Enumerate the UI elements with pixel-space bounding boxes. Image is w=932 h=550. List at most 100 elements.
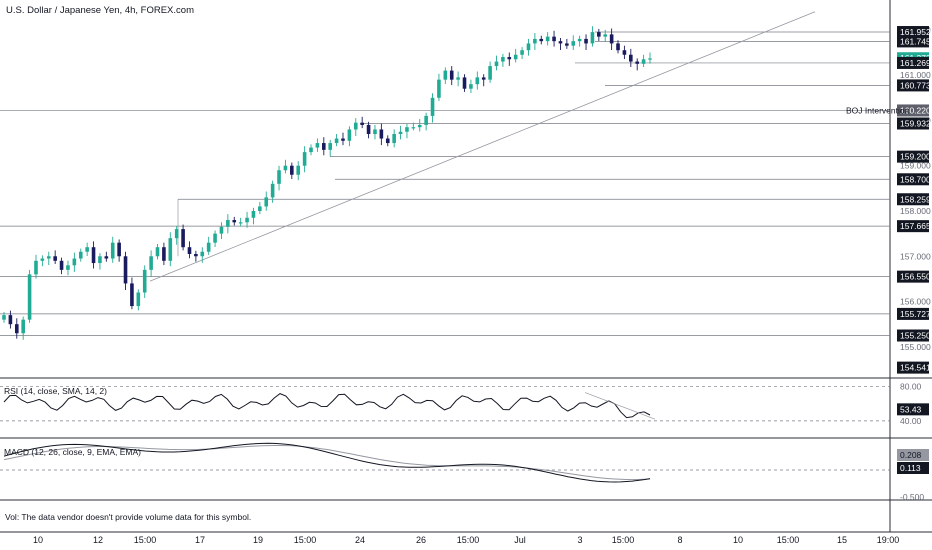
candle-body [85, 247, 89, 252]
level-label-text: 154.541 [900, 363, 931, 373]
candle-body [507, 57, 512, 60]
candle-body [309, 147, 313, 153]
candle-body [609, 34, 614, 44]
candle-body [501, 57, 505, 62]
candle-body [258, 206, 262, 211]
candle-body [533, 38, 537, 44]
candle-body [53, 256, 57, 261]
candle-body [648, 58, 652, 60]
candle-body [545, 36, 550, 42]
candle-body [385, 138, 390, 144]
candle-body [21, 319, 25, 334]
candle-body [155, 247, 160, 257]
candle-body [526, 43, 531, 51]
time-tick: 19:00 [877, 535, 900, 545]
rsi-panel: 80.00 40.00 53.43 [0, 382, 929, 426]
candle-body [334, 138, 339, 144]
candle-body [213, 233, 217, 243]
candle-body [187, 247, 192, 254]
time-tick: Jul [514, 535, 526, 545]
candle-body [469, 84, 473, 89]
boj-intervention-label: BOJ Intervention [846, 105, 910, 115]
rsi-value-text: 53.43 [900, 404, 922, 414]
candles [2, 26, 652, 340]
candle-body [449, 70, 454, 80]
candle-body [277, 170, 281, 184]
candle-body [117, 242, 121, 257]
panel-separators [0, 0, 932, 533]
price-tick: 159.000 [900, 161, 931, 171]
level-label-box [897, 193, 929, 206]
candle-body [603, 34, 608, 37]
symbol-title: U.S. Dollar / Japanese Yen, 4h, FOREX.co… [6, 5, 194, 16]
volume-note: Vol: The data vendor doesn't provide vol… [5, 512, 252, 522]
candle-body [27, 274, 32, 320]
candle-body [488, 66, 492, 80]
candle-body [245, 217, 249, 223]
price-level-lines [0, 31, 890, 336]
candle-body [2, 315, 6, 320]
time-tick: 8 [677, 535, 682, 545]
candle-body [353, 122, 358, 130]
rsi-trendline [584, 392, 656, 420]
candle-body [398, 131, 403, 134]
candle-body [232, 220, 237, 223]
candle-body [443, 70, 448, 80]
candle-body [8, 315, 13, 325]
level-label-box [897, 150, 929, 163]
level-label-text: 161.269 [900, 58, 931, 68]
candle-body [72, 258, 77, 266]
rsi-value-box [897, 403, 929, 416]
time-tick: 15 [837, 535, 847, 545]
level-label-box [897, 329, 929, 342]
candle-body [98, 256, 102, 264]
candle-body [360, 122, 364, 125]
rsi-line [3, 393, 651, 419]
level-label-box [897, 220, 929, 233]
macd-line [3, 442, 651, 483]
price-tick: 157.000 [900, 251, 931, 261]
candle-body [206, 242, 211, 252]
candle-body [104, 256, 109, 259]
candle-body [635, 61, 640, 64]
candle-body [296, 165, 301, 175]
time-tick: 15:00 [134, 535, 157, 545]
candle-body [475, 77, 480, 85]
level-label-box [897, 361, 929, 374]
candle-body [590, 32, 595, 44]
candle-body [110, 242, 115, 259]
candle-body [46, 256, 51, 259]
time-tick: 24 [355, 535, 365, 545]
candle-body [270, 183, 275, 198]
candle-body [437, 79, 441, 98]
candle-body [616, 43, 620, 51]
candle-body [405, 127, 409, 132]
candle-body [584, 38, 588, 44]
level-label-text: 156.550 [900, 272, 931, 282]
level-label-box [897, 117, 929, 130]
candle-body [66, 265, 70, 270]
macd-panel: 0.208 0.113 -0.500 [0, 442, 929, 502]
level-label-text: 161.745 [900, 36, 931, 46]
candle-body [136, 292, 141, 307]
price-axis-ticks: 155.000156.000157.000158.000159.000160.0… [900, 25, 931, 352]
candle-body [392, 134, 396, 144]
candle-body [174, 229, 179, 239]
candle-body [162, 247, 166, 261]
rsi-tick: 40.00 [900, 416, 922, 426]
level-label-box [897, 307, 929, 320]
candle-body [322, 143, 326, 150]
candle-body [123, 256, 128, 284]
time-tick: 10 [33, 535, 43, 545]
price-tick: 155.000 [900, 342, 931, 352]
candle-body [219, 226, 224, 234]
candle-body [328, 143, 332, 150]
time-tick: 15:00 [612, 535, 635, 545]
time-tick: 19 [253, 535, 263, 545]
time-tick: 15:00 [777, 535, 800, 545]
candle-body [373, 129, 377, 134]
candle-body [430, 97, 435, 116]
candle-body [251, 210, 256, 218]
macd-value: 0.113 [900, 463, 921, 473]
